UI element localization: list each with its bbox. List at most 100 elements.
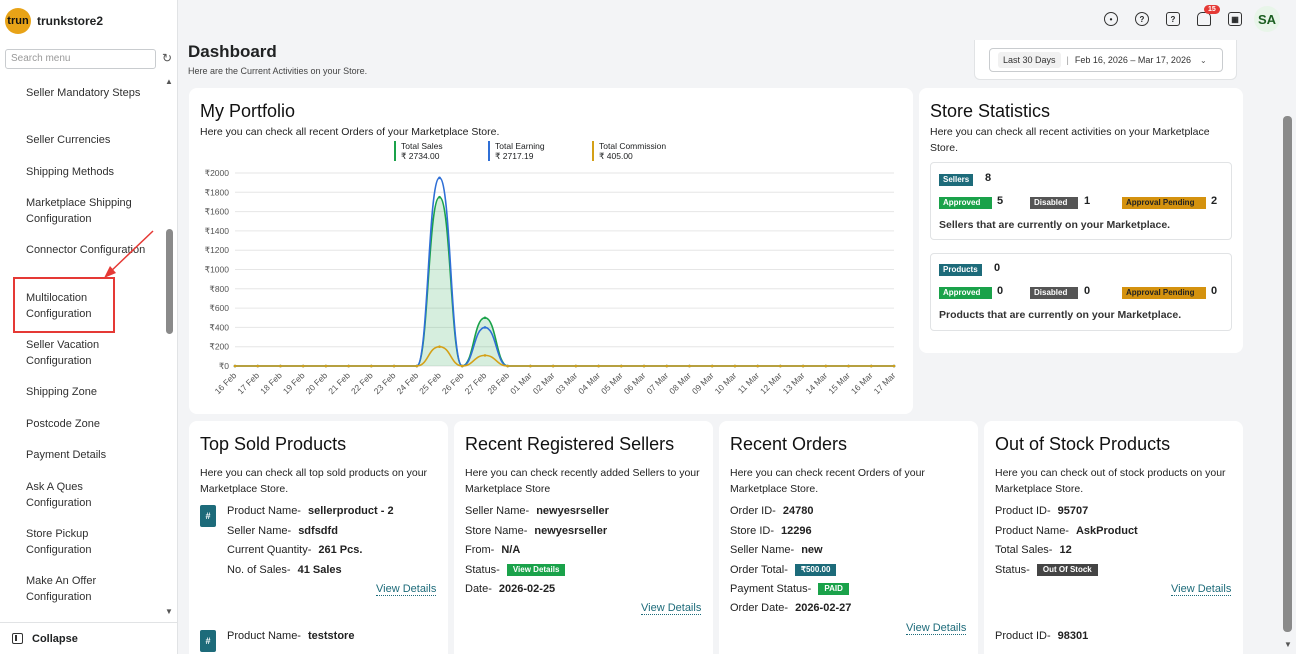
sidebar-scroll-down-icon[interactable]: ▼ [165, 607, 173, 616]
store-name-row: Store Name-newyesrseller [465, 525, 607, 537]
products-disabled-count: 0 [1084, 285, 1091, 297]
x-tick-label: 24 Feb [394, 370, 420, 396]
seller-name-row: Seller Name-newyesrseller [465, 505, 609, 517]
data-point [688, 364, 691, 368]
data-point [801, 364, 805, 368]
products-pending-pill: Approval Pending [1122, 287, 1206, 299]
top-sold-seller-row: Seller Name-sdfsdfd [227, 525, 338, 537]
menu-item-seller-mandatory-steps[interactable]: Seller Mandatory Steps [26, 87, 141, 99]
data-point [597, 364, 600, 368]
menu-item-payment-details[interactable]: Payment Details [26, 449, 107, 461]
menu-item-seller-currencies[interactable]: Seller Currencies [26, 134, 111, 146]
menu-item-connector-config[interactable]: Connector Configuration [26, 244, 146, 256]
collapse-button[interactable]: Collapse [0, 622, 178, 654]
status-pill[interactable]: View Details [506, 564, 566, 577]
menu-item-postcode-zone[interactable]: Postcode Zone [26, 418, 100, 430]
x-tick-label: 13 Mar [781, 370, 807, 396]
value: 41 Sales [297, 564, 342, 576]
bell-icon[interactable]: 15 [1197, 5, 1220, 26]
menu-item-seller-vacation[interactable]: Seller Vacation Configuration [26, 339, 100, 367]
data-point [460, 364, 464, 368]
menu-item-shipping-methods[interactable]: Shipping Methods [26, 166, 115, 178]
products-stat-box: Products 0 Approved 0 Disabled 0 Approva… [930, 253, 1232, 331]
help-icon[interactable]: ? [1135, 12, 1149, 26]
data-point [733, 364, 737, 368]
search-menu-input[interactable] [5, 48, 156, 69]
legend-name: Total Sales [401, 141, 443, 151]
recent-sellers-view-details-link[interactable]: View Details [641, 602, 702, 615]
avatar[interactable]: SA [1254, 6, 1280, 32]
x-tick-label: 01 Mar [508, 370, 534, 396]
y-tick-label: ₹200 [209, 342, 229, 352]
sellers-pending-pill: Approval Pending [1122, 197, 1206, 209]
recent-orders-view-details-link[interactable]: View Details [906, 622, 967, 635]
data-point [301, 364, 305, 368]
menu-item-marketplace-shipping[interactable]: Marketplace Shipping Configuration [26, 197, 132, 225]
sidebar-scrollbar[interactable] [166, 229, 173, 334]
annotation-arrow-icon [104, 230, 154, 278]
range-separator: | [1066, 55, 1069, 65]
oos-total-sales-row: Total Sales- 12 [995, 544, 1072, 556]
data-point [869, 364, 873, 368]
refresh-icon[interactable]: ↻ [162, 51, 173, 65]
store-icon[interactable]: ▦ [1228, 12, 1242, 26]
label: Seller Name- [730, 544, 795, 556]
x-tick-label: 07 Mar [644, 370, 670, 396]
user-circle-icon[interactable]: • [1104, 12, 1118, 26]
recent-sellers-title: Recent Registered Sellers [465, 434, 675, 454]
menu-item-multilocation-config[interactable]: Multilocation Configuration [26, 292, 92, 320]
main-scrollbar[interactable] [1283, 116, 1292, 632]
data-point [665, 364, 669, 368]
order-id-row: Order ID- 24780 [730, 505, 813, 517]
menu-item-ask-a-ques[interactable]: Ask A Ques Configuration [26, 481, 92, 509]
products-approved-pill: Approved [939, 287, 992, 299]
products-count: 0 [994, 262, 1001, 274]
label: Order Total- [730, 564, 788, 576]
menu-item-make-an-offer[interactable]: Make An Offer Configuration [26, 575, 97, 603]
store-id-row: Store ID- 12296 [730, 525, 812, 537]
data-point [574, 364, 578, 368]
products-note: Products that are currently on your Mark… [939, 309, 1182, 321]
label: Product Name- [227, 630, 301, 642]
store-stats-desc: Here you can check all recent activities… [930, 126, 1210, 154]
y-tick-label: ₹1600 [205, 207, 230, 217]
products-pill: Products [939, 264, 982, 276]
x-tick-label: 20 Feb [304, 370, 330, 396]
sellers-pill: Sellers [939, 174, 974, 186]
oos-product-id-row: Product ID- 95707 [995, 505, 1088, 517]
top-sold-qty-row: Current Quantity- 261 Pcs. [227, 544, 362, 556]
collapse-label: Collapse [32, 632, 78, 645]
payment-status-pill: PAID [818, 583, 849, 596]
out-of-stock-view-details-link[interactable]: View Details [1171, 583, 1232, 596]
x-tick-label: 27 Feb [463, 370, 489, 396]
label: Product Name- [995, 525, 1069, 537]
label: Store ID- [730, 525, 775, 537]
label: Current Quantity- [227, 544, 312, 556]
sidebar: trun trunkstore2 ↻ ▲ Seller Mandatory St… [0, 0, 178, 654]
value: 261 Pcs. [318, 544, 363, 556]
menu-item-store-pickup[interactable]: Store Pickup Configuration [26, 528, 92, 556]
portfolio-desc: Here you can check all recent Orders of … [200, 126, 500, 138]
value: N/A [501, 544, 521, 556]
value: 2026-02-27 [795, 602, 852, 614]
collapse-icon [12, 633, 23, 644]
rank-badge: # [200, 630, 216, 652]
legend-total-commission: Total Commission ₹ 405.00 [592, 141, 666, 161]
main-scroll-down-icon[interactable]: ▼ [1284, 640, 1292, 649]
date-range-picker[interactable]: Last 30 Days | Feb 16, 2026 – Mar 17, 20… [989, 48, 1223, 72]
label: Payment Status- [730, 583, 812, 595]
recent-sellers-card: Recent Registered Sellers Here you can c… [454, 421, 713, 654]
sidebar-scroll-up-icon[interactable]: ▲ [165, 77, 173, 86]
brand[interactable]: trun trunkstore2 [0, 0, 178, 42]
x-tick-label: 28 Feb [485, 370, 511, 396]
sellers-count: 8 [985, 172, 992, 184]
legend-value: ₹ 2717.19 [495, 151, 534, 161]
menu-item-shipping-zone[interactable]: Shipping Zone [26, 386, 97, 398]
chat-icon[interactable]: ? [1166, 12, 1180, 26]
out-of-stock-card: Out of Stock Products Here you can check… [984, 421, 1243, 654]
sellers-disabled-count: 1 [1084, 195, 1091, 207]
x-tick-label: 19 Feb [281, 370, 307, 396]
data-point [370, 364, 373, 368]
top-sold-view-details-link[interactable]: View Details [376, 583, 437, 596]
legend-name: Total Commission [599, 141, 667, 151]
